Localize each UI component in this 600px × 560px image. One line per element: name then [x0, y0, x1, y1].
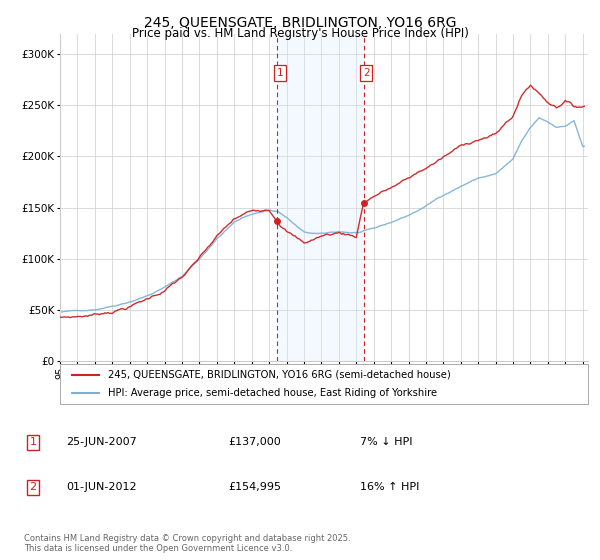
Text: 01-JUN-2012: 01-JUN-2012: [66, 482, 137, 492]
Text: £154,995: £154,995: [228, 482, 281, 492]
Text: 25-JUN-2007: 25-JUN-2007: [66, 437, 137, 447]
Text: £137,000: £137,000: [228, 437, 281, 447]
Text: 1: 1: [29, 437, 37, 447]
Text: 245, QUEENSGATE, BRIDLINGTON, YO16 6RG: 245, QUEENSGATE, BRIDLINGTON, YO16 6RG: [144, 16, 456, 30]
Text: 7% ↓ HPI: 7% ↓ HPI: [360, 437, 413, 447]
Text: 245, QUEENSGATE, BRIDLINGTON, YO16 6RG (semi-detached house): 245, QUEENSGATE, BRIDLINGTON, YO16 6RG (…: [107, 370, 450, 380]
Bar: [277, 34, 364, 361]
Text: 2: 2: [363, 68, 370, 78]
Text: 2: 2: [29, 482, 37, 492]
Text: 1: 1: [277, 68, 283, 78]
Text: Price paid vs. HM Land Registry's House Price Index (HPI): Price paid vs. HM Land Registry's House …: [131, 27, 469, 40]
Text: HPI: Average price, semi-detached house, East Riding of Yorkshire: HPI: Average price, semi-detached house,…: [107, 389, 437, 398]
Text: Contains HM Land Registry data © Crown copyright and database right 2025.
This d: Contains HM Land Registry data © Crown c…: [24, 534, 350, 553]
Text: 16% ↑ HPI: 16% ↑ HPI: [360, 482, 419, 492]
